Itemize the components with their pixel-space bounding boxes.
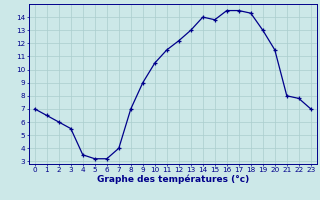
X-axis label: Graphe des températures (°c): Graphe des températures (°c) (97, 175, 249, 184)
